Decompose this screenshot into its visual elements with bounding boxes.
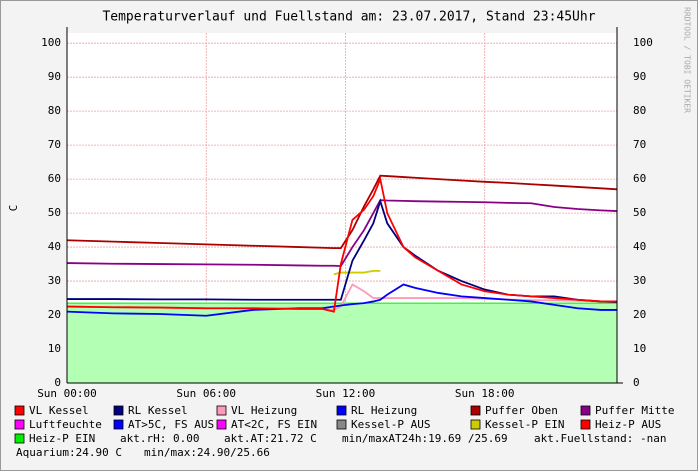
legend-swatch: [113, 419, 124, 430]
legend-swatch: [216, 419, 227, 430]
legend-label: AT>5C, FS AUS: [128, 418, 214, 431]
legend-swatch: [580, 419, 591, 430]
line: [66, 283, 617, 317]
legend-swatch: [113, 405, 124, 416]
chart-title: Temperaturverlauf und Fuellstand am: 23.…: [102, 10, 595, 25]
y2-tick-label: 60: [633, 172, 646, 185]
line: [66, 174, 618, 249]
y2-tick-label: 10: [633, 342, 646, 355]
info-text: akt.AT:21.72 C: [224, 432, 317, 445]
legend-swatch: [336, 419, 347, 430]
info-text: Aquarium:24.90 C: [16, 446, 122, 459]
legend-label: Kessel-P AUS: [351, 418, 430, 431]
legend-swatch: [14, 405, 25, 416]
y-tick-label: 40: [48, 240, 61, 253]
y-tick-label: 20: [48, 308, 61, 321]
area: [67, 303, 617, 383]
legend-swatch: [470, 419, 481, 430]
y2-tick-label: 30: [633, 274, 646, 287]
legend-label: VL Heizung: [231, 404, 297, 417]
legend-label: VL Kessel: [29, 404, 89, 417]
legend-label: Luftfeuchte: [29, 418, 102, 431]
legend-swatch: [336, 405, 347, 416]
legend-swatch: [470, 405, 481, 416]
y-tick-label: 60: [48, 172, 61, 185]
y2-tick-label: 70: [633, 138, 646, 151]
y-tick-label: 80: [48, 104, 61, 117]
legend-label: Puffer Mitte: [595, 404, 674, 417]
y2-tick-label: 40: [633, 240, 646, 253]
watermark: RRDTOOL / TOBI OETIKER: [683, 7, 692, 113]
legend-label: RL Kessel: [128, 404, 188, 417]
info-text: min/maxAT24h:19.69 /25.69: [342, 432, 508, 445]
legend-swatch: [216, 405, 227, 416]
legend-swatch: [14, 419, 25, 430]
y2-tick-label: 80: [633, 104, 646, 117]
info-text: akt.Fuellstand: -nan: [534, 432, 666, 445]
legend-label: Heiz-P EIN: [29, 432, 95, 445]
legend-swatch: [580, 405, 591, 416]
x-tick-label: Sun 12:00: [316, 387, 376, 400]
info-text: min/max:24.90/25.66: [144, 446, 270, 459]
info-text: akt.rH: 0.00: [120, 432, 199, 445]
x-tick-label: Sun 06:00: [176, 387, 236, 400]
y2-tick-label: 20: [633, 308, 646, 321]
y-tick-label: 50: [48, 206, 61, 219]
x-tick-label: Sun 18:00: [455, 387, 515, 400]
x-tick-label: Sun 00:00: [37, 387, 97, 400]
y-tick-label: 0: [54, 376, 61, 389]
legend-label: RL Heizung: [351, 404, 417, 417]
y-tick-label: 10: [48, 342, 61, 355]
legend-label: Heiz-P AUS: [595, 418, 661, 431]
y-axis-label: C: [7, 205, 20, 212]
y-tick-label: 70: [48, 138, 61, 151]
y2-tick-label: 90: [633, 70, 646, 83]
legend-label: Kessel-P EIN: [485, 418, 564, 431]
y-tick-label: 100: [41, 36, 61, 49]
y-tick-label: 30: [48, 274, 61, 287]
y-tick-label: 90: [48, 70, 61, 83]
legend-label: AT<2C, FS EIN: [231, 418, 317, 431]
y2-tick-label: 50: [633, 206, 646, 219]
y2-tick-label: 100: [633, 36, 653, 49]
line: [66, 176, 617, 313]
y2-tick-label: 0: [633, 376, 640, 389]
legend-swatch: [14, 433, 25, 444]
legend-label: Puffer Oben: [485, 404, 558, 417]
